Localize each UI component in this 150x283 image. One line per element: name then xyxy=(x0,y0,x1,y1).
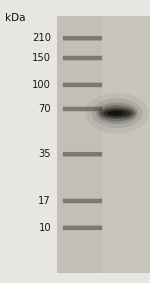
FancyBboxPatch shape xyxy=(63,152,102,156)
Text: 150: 150 xyxy=(32,53,51,63)
Ellipse shape xyxy=(103,109,131,117)
Ellipse shape xyxy=(100,108,134,119)
Text: kDa: kDa xyxy=(5,13,25,23)
FancyBboxPatch shape xyxy=(63,107,102,111)
Text: 10: 10 xyxy=(38,223,51,233)
Text: 210: 210 xyxy=(32,33,51,43)
Text: 100: 100 xyxy=(32,80,51,90)
Ellipse shape xyxy=(85,93,148,134)
FancyBboxPatch shape xyxy=(63,36,102,40)
Bar xyxy=(57,16,150,273)
FancyBboxPatch shape xyxy=(63,226,102,230)
Ellipse shape xyxy=(96,102,138,124)
Ellipse shape xyxy=(108,110,126,116)
FancyBboxPatch shape xyxy=(63,199,102,203)
Text: 70: 70 xyxy=(38,104,51,114)
Ellipse shape xyxy=(98,105,136,121)
Ellipse shape xyxy=(92,98,142,128)
Bar xyxy=(57,16,102,273)
Text: 17: 17 xyxy=(38,196,51,206)
FancyBboxPatch shape xyxy=(63,83,102,87)
FancyBboxPatch shape xyxy=(63,56,102,60)
Text: 35: 35 xyxy=(38,149,51,159)
Ellipse shape xyxy=(108,111,122,115)
